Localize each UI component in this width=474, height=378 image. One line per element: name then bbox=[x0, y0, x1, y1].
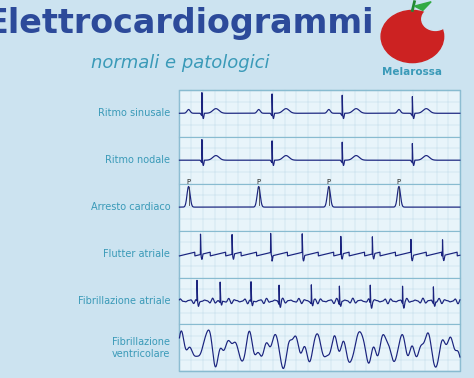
Text: P: P bbox=[397, 180, 401, 186]
Text: Elettrocardiogrammi: Elettrocardiogrammi bbox=[0, 7, 374, 40]
Text: Fibrillazione
ventricolare: Fibrillazione ventricolare bbox=[112, 337, 170, 359]
Polygon shape bbox=[414, 2, 431, 11]
Text: Flutter atriale: Flutter atriale bbox=[103, 249, 170, 259]
Text: Ritmo nodale: Ritmo nodale bbox=[105, 155, 170, 165]
Circle shape bbox=[381, 11, 444, 63]
Text: P: P bbox=[327, 180, 331, 186]
Text: Ritmo sinusale: Ritmo sinusale bbox=[98, 108, 170, 118]
FancyBboxPatch shape bbox=[180, 90, 460, 371]
Text: Fibrillazione atriale: Fibrillazione atriale bbox=[78, 296, 170, 306]
Circle shape bbox=[422, 8, 449, 31]
Text: Melarossa: Melarossa bbox=[383, 67, 442, 76]
Text: P: P bbox=[256, 180, 261, 186]
Text: Arresto cardiaco: Arresto cardiaco bbox=[91, 202, 170, 212]
Text: normali e patologici: normali e patologici bbox=[91, 54, 269, 72]
Text: P: P bbox=[186, 180, 191, 186]
